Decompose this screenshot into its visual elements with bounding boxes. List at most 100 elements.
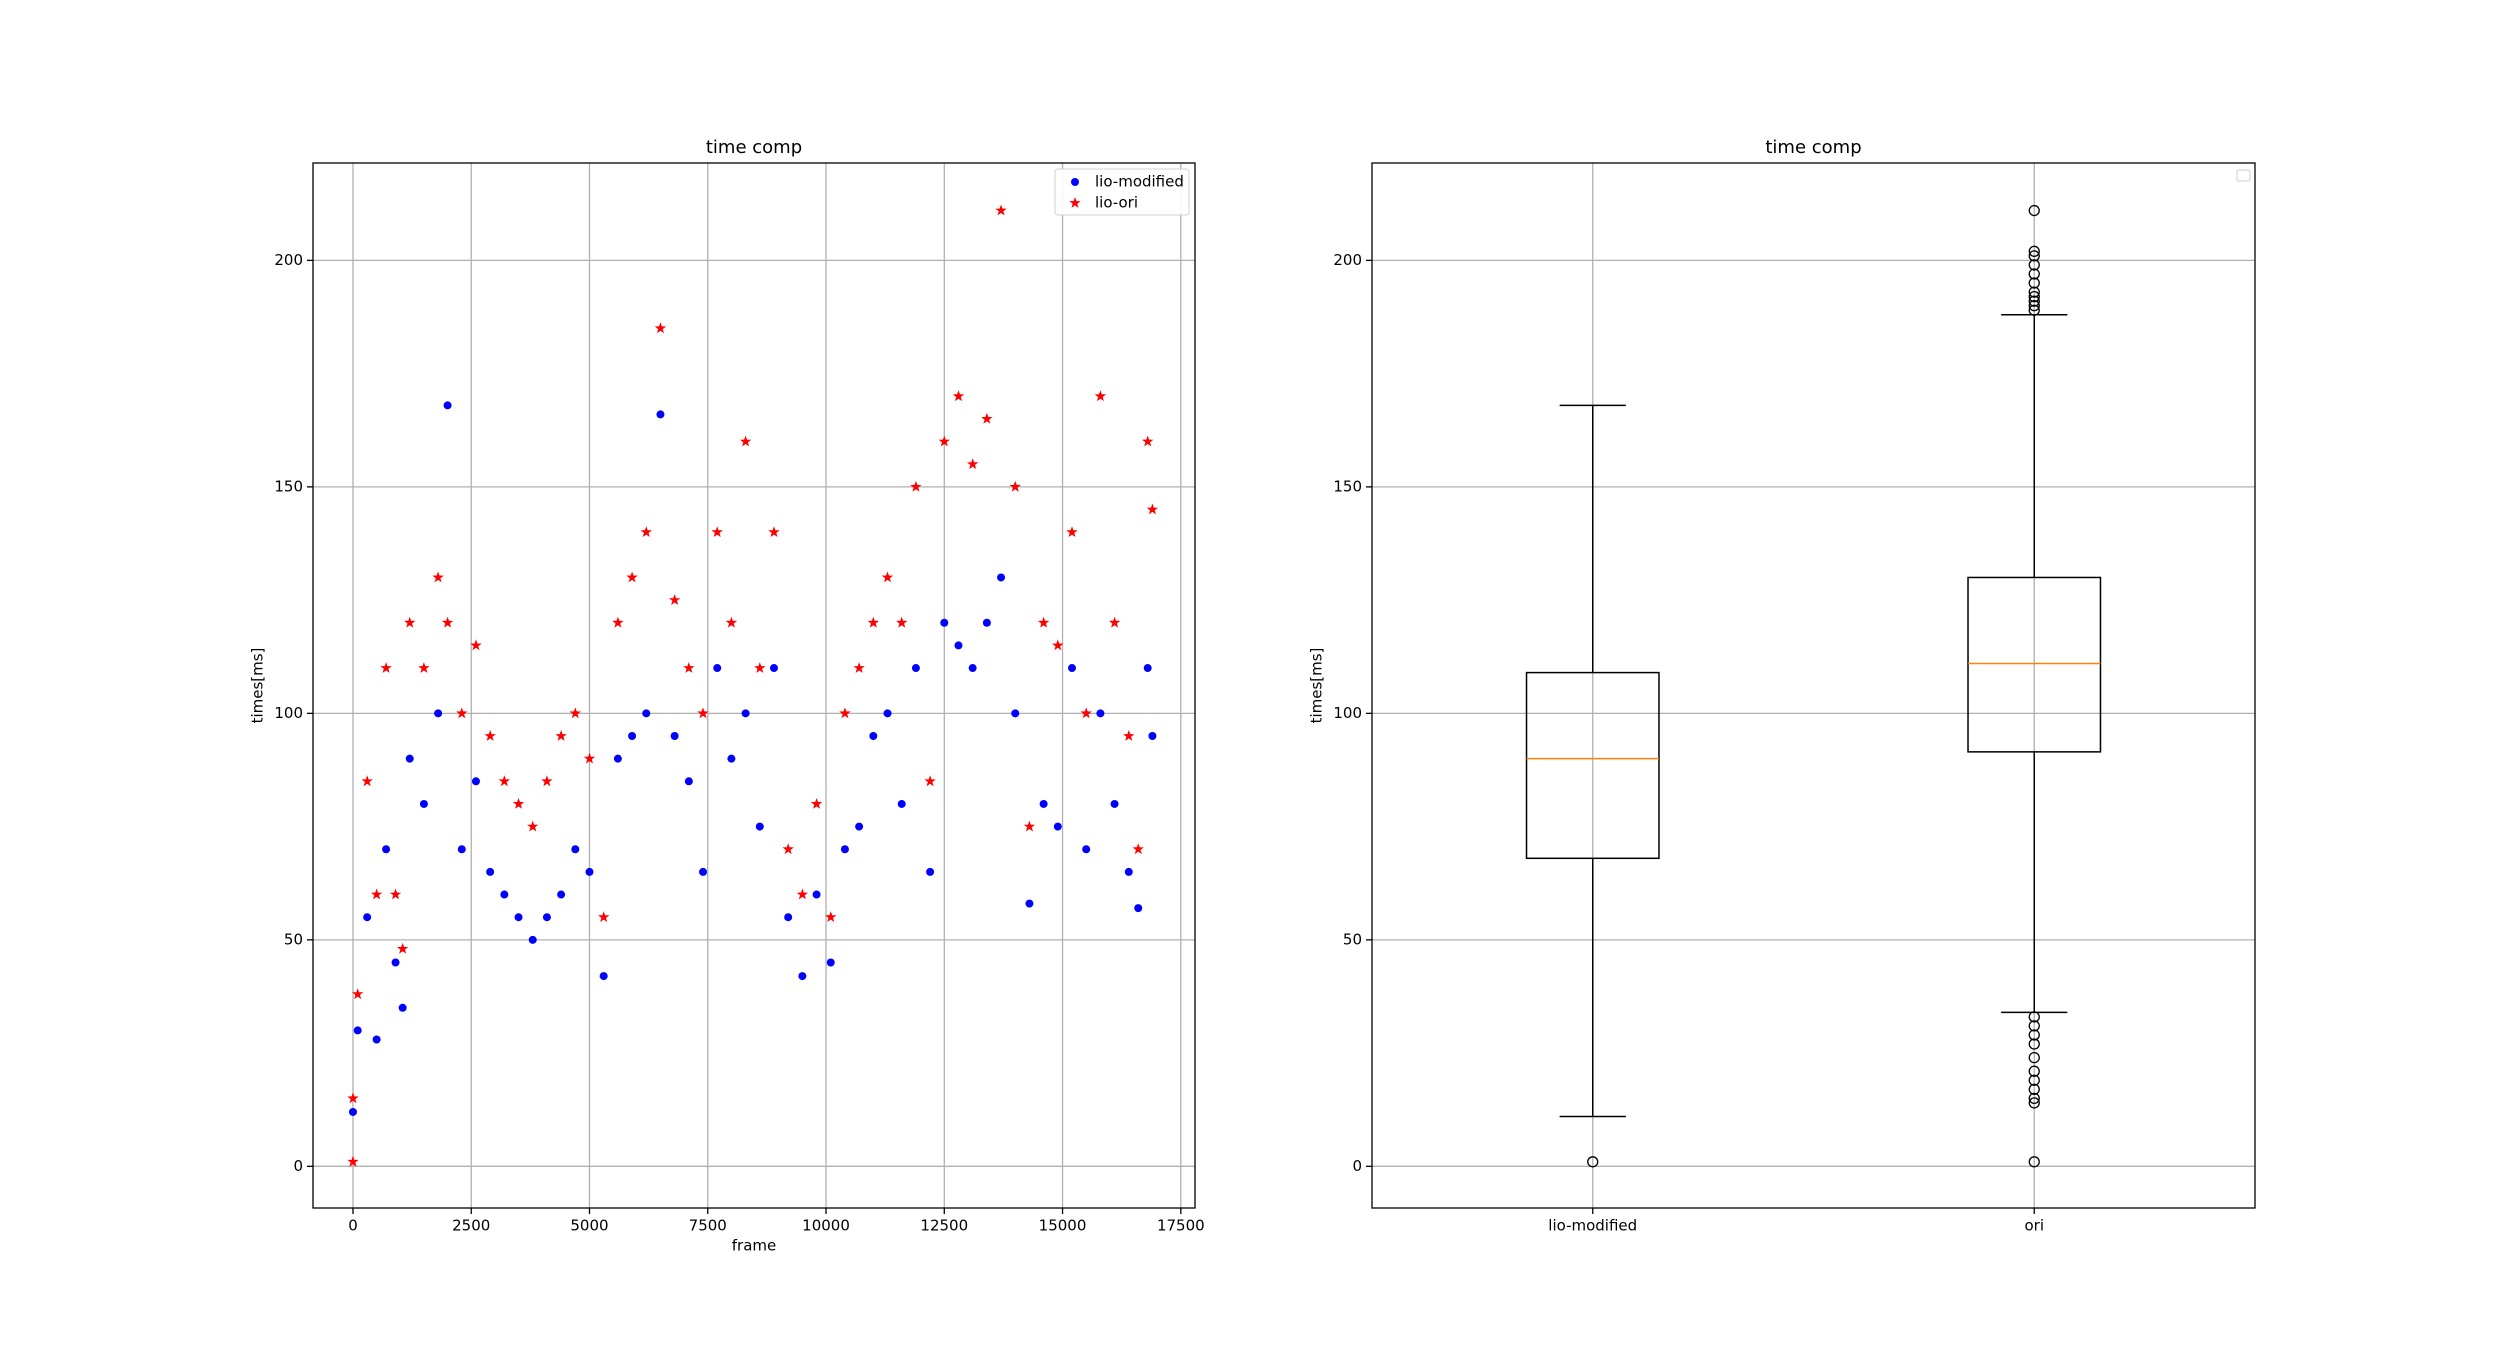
point xyxy=(612,616,624,628)
point xyxy=(883,709,892,718)
flier xyxy=(2028,1074,2040,1086)
point xyxy=(1123,730,1135,741)
point xyxy=(542,913,551,922)
point xyxy=(434,709,443,718)
y-tick-label: 200 xyxy=(274,251,303,269)
point xyxy=(470,639,482,651)
point xyxy=(1096,709,1105,718)
point xyxy=(585,867,594,876)
point xyxy=(826,958,835,967)
flier xyxy=(2028,300,2040,312)
point xyxy=(372,1035,381,1044)
point xyxy=(839,707,851,719)
point xyxy=(598,911,610,922)
point xyxy=(727,754,736,763)
flier xyxy=(2028,1097,2040,1109)
point xyxy=(432,571,444,583)
point xyxy=(361,775,373,787)
point xyxy=(896,616,908,628)
point xyxy=(370,888,383,900)
y-tick-label: 150 xyxy=(274,477,303,495)
point xyxy=(471,777,480,786)
point xyxy=(825,911,837,922)
y-tick-label: 150 xyxy=(1333,477,1362,495)
point xyxy=(380,662,392,673)
point xyxy=(881,571,894,583)
point xyxy=(952,390,965,402)
flier xyxy=(2028,1038,2040,1050)
flier xyxy=(2028,277,2040,289)
point xyxy=(796,888,809,900)
point xyxy=(938,435,950,447)
flier xyxy=(2028,1029,2040,1041)
point xyxy=(404,616,416,628)
point xyxy=(754,662,766,673)
y-tick-label: 100 xyxy=(1333,704,1362,722)
point xyxy=(1052,639,1064,651)
axes-frame xyxy=(312,162,1196,1209)
point xyxy=(626,571,638,583)
point xyxy=(699,867,708,876)
point xyxy=(512,798,525,809)
x-tick-label: ori xyxy=(2024,1217,2044,1235)
point xyxy=(840,845,849,854)
point xyxy=(456,707,468,719)
flier xyxy=(2028,1011,2040,1023)
x-tick-label: 0 xyxy=(348,1217,358,1235)
point xyxy=(1108,616,1121,628)
point xyxy=(654,322,667,334)
legend-label: lio-modified xyxy=(1095,173,1184,191)
point xyxy=(784,913,793,922)
point xyxy=(1068,664,1077,673)
x-tick-label: 7500 xyxy=(689,1217,727,1235)
x-tick-label: 15000 xyxy=(1039,1217,1087,1235)
point xyxy=(391,958,400,967)
point xyxy=(1134,904,1143,913)
point xyxy=(500,890,509,899)
point xyxy=(713,664,722,673)
point xyxy=(571,845,580,854)
point xyxy=(684,777,693,786)
legend-marker xyxy=(1069,197,1081,208)
point xyxy=(353,1026,362,1035)
flier xyxy=(2028,1156,2040,1168)
flier xyxy=(2028,1020,2040,1032)
point xyxy=(711,526,723,537)
point xyxy=(583,752,596,764)
flier xyxy=(2028,290,2040,303)
x-tick-label: 12500 xyxy=(920,1217,968,1235)
point xyxy=(557,890,566,899)
point xyxy=(1009,480,1021,492)
point xyxy=(419,799,428,808)
point xyxy=(867,616,879,628)
x-tick-label: 10000 xyxy=(802,1217,850,1235)
point xyxy=(528,935,537,944)
point xyxy=(853,662,865,673)
flier xyxy=(2028,295,2040,307)
x-tick-label: 17500 xyxy=(1157,1217,1205,1235)
point xyxy=(697,707,709,719)
point xyxy=(1143,664,1152,673)
point xyxy=(441,616,454,628)
point xyxy=(810,798,823,809)
point xyxy=(897,799,906,808)
point xyxy=(613,754,622,763)
point xyxy=(855,822,864,831)
point xyxy=(656,410,665,419)
point xyxy=(798,972,807,981)
point xyxy=(782,843,794,855)
box xyxy=(1525,671,1660,860)
point xyxy=(418,662,430,673)
point xyxy=(352,988,364,1000)
flier xyxy=(2028,1083,2040,1095)
flier xyxy=(2028,1051,2040,1064)
flier xyxy=(2028,250,2040,262)
legend-marker xyxy=(1071,178,1079,186)
point xyxy=(755,822,764,831)
point xyxy=(1066,526,1078,537)
point xyxy=(555,730,567,741)
point xyxy=(1082,845,1091,854)
point xyxy=(1110,799,1119,808)
point xyxy=(484,730,496,741)
point xyxy=(768,526,780,537)
